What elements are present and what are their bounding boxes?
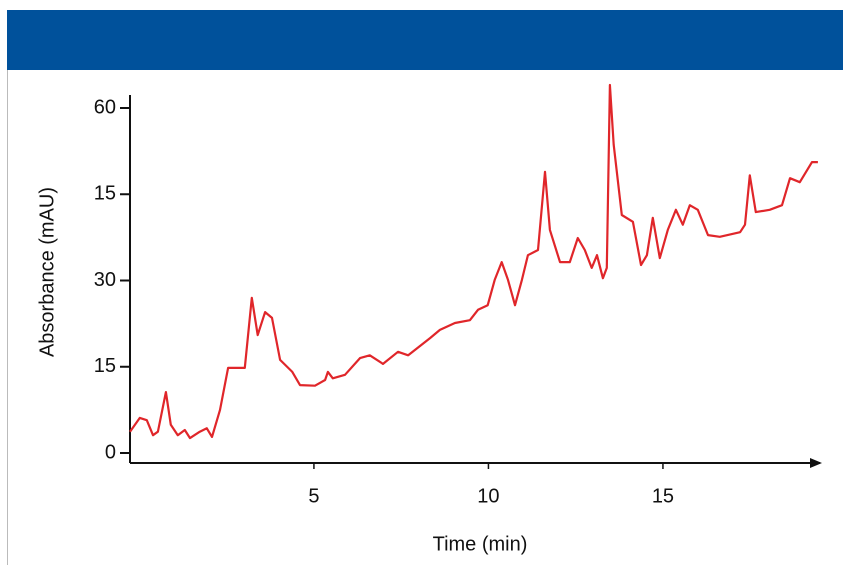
y-tick-label: 30 (94, 269, 116, 291)
x-tick-label: 5 (308, 485, 319, 507)
y-tick-label: 15 (94, 355, 116, 377)
trace (129, 83, 818, 440)
header-band (7, 10, 843, 70)
x-tick-label: 15 (652, 485, 674, 507)
x-axis-label: Time (min) (433, 533, 528, 555)
x-tick-label: 10 (477, 485, 499, 507)
y-axis-label: Absorbance (mAU) (36, 187, 58, 357)
y-tick-label: 60 (94, 96, 116, 118)
y-tick-label: 15 (94, 183, 116, 205)
y-tick-label: 0 (105, 441, 116, 463)
